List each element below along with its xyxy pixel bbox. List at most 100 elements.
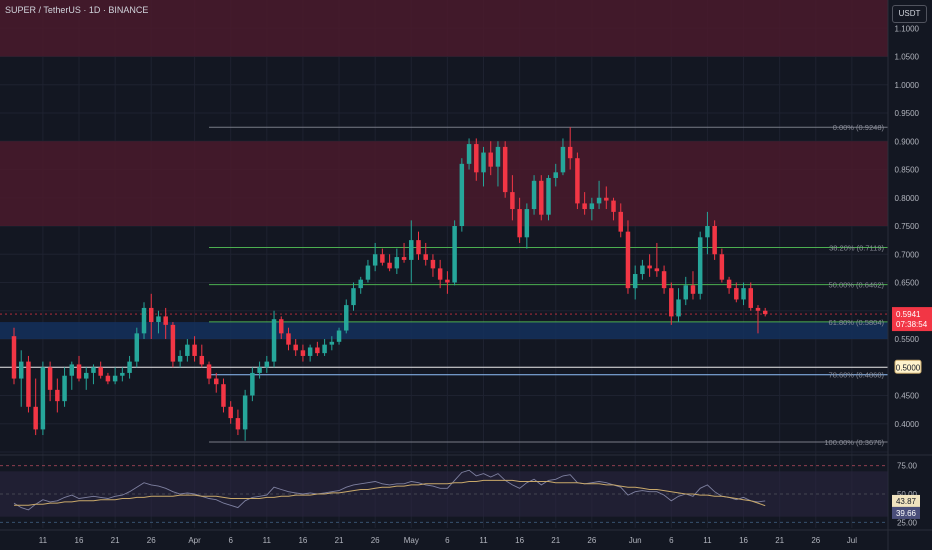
candle-body (625, 231, 631, 289)
candle-body (228, 406, 233, 419)
candle-body (604, 197, 609, 201)
rsi-ma-line (14, 479, 766, 507)
price-tick-label: 0.5500 (895, 335, 920, 344)
candle-body (401, 257, 407, 260)
candle-body (40, 367, 46, 430)
time-tick-label: May (404, 536, 419, 545)
horizontal-line-label: 0.5000 (894, 359, 922, 374)
candle-body (748, 288, 753, 308)
candle-body (387, 262, 392, 269)
candle-body (120, 372, 125, 376)
candle-body (459, 163, 465, 226)
candle-body (539, 180, 544, 215)
candle-body (322, 344, 327, 354)
price-tick-label: 0.9500 (895, 109, 920, 118)
candle-body (611, 200, 616, 212)
candle-body (575, 158, 580, 204)
time-tick-label: 21 (335, 536, 344, 545)
candle-body (618, 211, 623, 232)
candle-body (697, 237, 703, 294)
candle-body (257, 367, 262, 373)
candle-body (669, 288, 674, 317)
time-tick-label: 16 (75, 536, 84, 545)
currency-badge[interactable]: USDT (892, 5, 927, 23)
candle-body (531, 180, 537, 210)
time-tick-label: 6 (445, 536, 450, 545)
candle-body (105, 375, 111, 382)
candle-body (437, 268, 443, 280)
candle-body (221, 384, 226, 407)
time-tick-label: 21 (775, 536, 784, 545)
resistance-zone-top (0, 0, 888, 57)
candle-body (33, 406, 38, 430)
rsi-tick-label: 75.00 (897, 462, 918, 471)
candle-body (141, 307, 147, 334)
time-tick-label: 11 (39, 536, 48, 545)
candle-body (315, 347, 320, 354)
candle-body (495, 146, 501, 167)
time-tick-label: Jun (629, 536, 642, 545)
candle-body (26, 361, 31, 407)
candle-body (488, 152, 493, 167)
candle-body (279, 319, 284, 334)
candle-body (762, 310, 768, 315)
time-tick-label: 26 (811, 536, 820, 545)
rsi-pane: 75.00 50.00 25.00 43.87 39.66 (0, 454, 932, 527)
candle-body (654, 268, 660, 272)
time-tick-label: 26 (371, 536, 380, 545)
candle-body (567, 146, 573, 159)
candle-body (98, 367, 103, 376)
time-tick-label: 21 (551, 536, 560, 545)
last-price-countdown: 07:38:54 (896, 320, 928, 329)
time-tick-label: Apr (188, 536, 201, 545)
candle-body (726, 279, 732, 289)
candle-body (466, 144, 472, 164)
candle-body (293, 344, 298, 351)
candle-body (661, 271, 667, 289)
fib-label: 0.00% (0.9248) (833, 123, 885, 132)
candle-body (423, 254, 428, 260)
price-tick-label: 1.0500 (895, 53, 920, 62)
candle-body (409, 240, 414, 260)
candle-body (430, 259, 436, 269)
price-tick-label: 0.6500 (895, 279, 920, 288)
candle-body (372, 254, 378, 266)
candle-body (705, 226, 710, 238)
fib-label: 50.00% (0.6462) (829, 281, 885, 290)
fib-label: 61.80% (0.5804) (829, 318, 885, 327)
candle-body (647, 265, 652, 269)
candle-body (358, 279, 363, 289)
candle-body (755, 307, 761, 311)
candle-body (199, 355, 205, 365)
candle-body (474, 144, 479, 173)
candle-body (112, 375, 118, 382)
candle-body (286, 333, 291, 345)
candle-body (734, 288, 739, 300)
candle-body (336, 330, 342, 342)
price-tick-label: 0.7500 (895, 222, 920, 231)
candle-body (546, 177, 551, 215)
time-tick-label: Jul (847, 536, 857, 545)
price-tick-label: 0.8000 (895, 194, 920, 203)
candle-body (676, 299, 681, 317)
candle-body (640, 265, 645, 275)
candle-body (365, 265, 371, 280)
candle-body (177, 355, 183, 362)
candle-body (502, 146, 508, 193)
candle-body (18, 361, 24, 379)
candle-body (351, 288, 356, 306)
rsi-value-box (892, 494, 920, 507)
candle-body (55, 389, 60, 402)
candles (11, 127, 768, 441)
symbol-title: SUPER / TetherUS · 1D · BINANCE (5, 5, 149, 15)
price-tick-label: 1.1000 (895, 24, 920, 33)
candle-body (719, 254, 725, 280)
candle-body (445, 279, 450, 283)
time-tick-label: 16 (739, 536, 748, 545)
price-tick-label: 0.9000 (895, 137, 920, 146)
candle-body (206, 364, 212, 379)
candle-body (632, 274, 638, 289)
